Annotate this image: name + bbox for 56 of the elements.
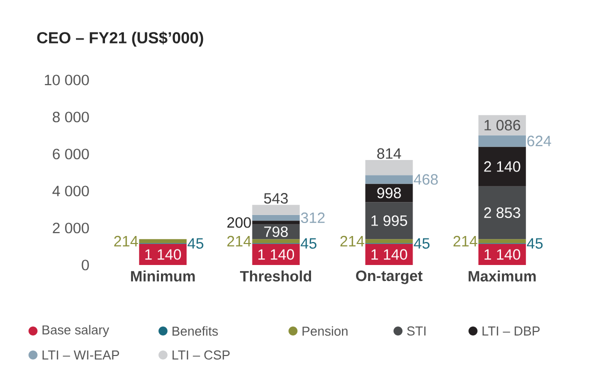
data-label: 214 (114, 236, 138, 246)
data-label: 1 140 (484, 249, 520, 260)
y-tick-label: 2 000 (52, 222, 89, 234)
legend-label: STI (407, 326, 426, 336)
data-label: 2 140 (484, 161, 520, 172)
bar (365, 239, 413, 244)
bar (478, 146, 526, 186)
data-label: 998 (377, 188, 401, 198)
bar (478, 135, 526, 147)
data-label: 798 (264, 226, 288, 238)
data-label: 214 (340, 236, 364, 246)
data-label: 1 086 (484, 120, 520, 130)
legend-label: LTI – CSP (172, 350, 230, 360)
bar (478, 186, 526, 240)
data-label: 1 995 (372, 215, 408, 226)
data-label: 214 (454, 236, 478, 246)
y-tick-label: 6 000 (52, 148, 89, 160)
bar (139, 244, 187, 265)
bar (252, 214, 300, 221)
data-label: 200 (227, 217, 251, 228)
legend-label: Base salary (42, 324, 110, 338)
data-label: 814 (377, 148, 402, 159)
data-label: 624 (527, 136, 552, 146)
y-tick-label: 8 000 (52, 112, 89, 122)
data-label: 2 853 (484, 207, 520, 218)
y-tick-label: 10 000 (44, 74, 89, 86)
bar (252, 204, 300, 215)
data-label: 1 140 (145, 249, 181, 260)
legend-label: Pension (302, 326, 348, 336)
x-tick-label: Threshold (240, 270, 312, 282)
x-tick-label: Minimum (131, 270, 195, 282)
data-label: 312 (300, 212, 325, 224)
legend-label: Benefits (172, 326, 218, 336)
legend-label: LTI – WI-EAP (42, 350, 120, 360)
data-label: 468 (414, 174, 438, 185)
data-label: 45 (188, 238, 204, 249)
bar (252, 239, 300, 244)
data-label: 1 140 (258, 249, 294, 260)
bar (365, 175, 413, 184)
data-label: 45 (414, 238, 430, 249)
bar (139, 239, 187, 244)
x-tick-label: Maximum (468, 270, 536, 282)
bar (252, 220, 300, 224)
chart-title: CEO – FY21 (US$’000) (37, 31, 204, 47)
x-tick-label: On-target (356, 270, 422, 284)
data-label: 45 (526, 238, 543, 249)
bar (365, 202, 413, 240)
data-label: 45 (300, 238, 316, 249)
legend-label: LTI – DBP (482, 326, 540, 336)
y-tick-label: 0 (82, 260, 89, 270)
data-label: 214 (227, 236, 252, 246)
data-label: 543 (264, 193, 288, 204)
data-label: 1 140 (372, 249, 408, 260)
bar (478, 239, 526, 244)
bar (365, 160, 413, 176)
y-tick-label: 4 000 (52, 186, 89, 196)
